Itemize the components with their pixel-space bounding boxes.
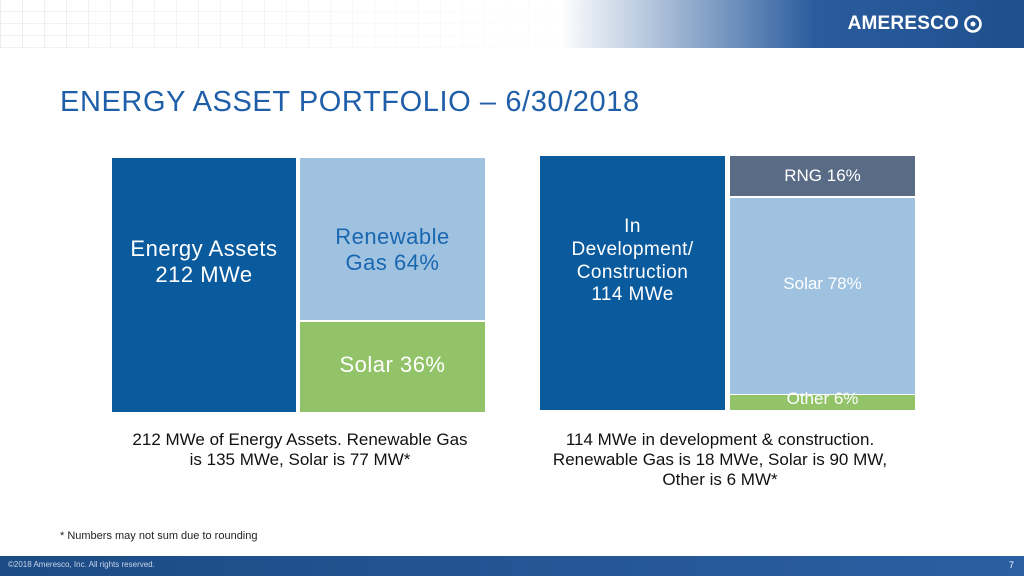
right-caption-line3: Other is 6 MW* [662, 470, 778, 489]
solar-label-left: Solar 36% [339, 352, 446, 377]
renewable-gas-label-line2: Gas 64% [345, 250, 440, 276]
development-label-line2: Development/ [571, 238, 694, 260]
other-block: Other 6% [730, 389, 915, 410]
rng-block: RNG 16% [730, 156, 915, 196]
rng-label: RNG 16% [784, 166, 861, 185]
development-block: In Development/ Construction 114 MWe [540, 156, 725, 410]
page-title: ENERGY ASSET PORTFOLIO – 6/30/2018 [60, 86, 640, 118]
footer-bar: ©2018 Ameresco, Inc. All rights reserved… [0, 556, 1024, 576]
ameresco-logo: AMERESCO [848, 11, 984, 37]
other-label: Other 6% [786, 389, 859, 408]
top-banner: AMERESCO [0, 0, 1024, 48]
logo-text: AMERESCO [847, 13, 959, 34]
energy-assets-block: Energy Assets 212 MWe [112, 158, 296, 412]
development-label-line3: Construction [576, 261, 689, 283]
development-label-line1: In [624, 216, 641, 237]
solar-label-right: Solar 78% [783, 274, 862, 293]
banner-gradient [560, 0, 1024, 48]
logo-swirl-icon [964, 15, 982, 33]
banner-pattern [0, 0, 640, 48]
page-number: 7 [1008, 560, 1014, 570]
renewable-gas-label-line1: Renewable [335, 224, 450, 249]
right-caption-line1: 114 MWe in development & construction. [565, 430, 875, 449]
renewable-gas-block: Renewable Gas 64% [300, 158, 485, 320]
left-caption-line2: is 135 MWe, Solar is 77 MW* [189, 450, 411, 469]
right-caption-line2: Renewable Gas is 18 MWe, Solar is 90 MW, [552, 450, 888, 469]
left-caption: 212 MWe of Energy Assets. Renewable Gas … [100, 430, 500, 470]
right-caption: 114 MWe in development & construction. R… [520, 430, 920, 490]
energy-assets-value: 212 MWe [155, 262, 253, 288]
left-caption-line1: 212 MWe of Energy Assets. Renewable Gas [132, 430, 468, 449]
development-label-line4: 114 MWe [591, 284, 674, 306]
solar-block-left: Solar 36% [300, 322, 485, 412]
copyright-text: ©2018 Ameresco, Inc. All rights reserved… [8, 560, 155, 569]
energy-assets-label: Energy Assets [130, 236, 278, 261]
footnote: * Numbers may not sum due to rounding [60, 530, 258, 542]
solar-block-right: Solar 78% [730, 198, 915, 394]
